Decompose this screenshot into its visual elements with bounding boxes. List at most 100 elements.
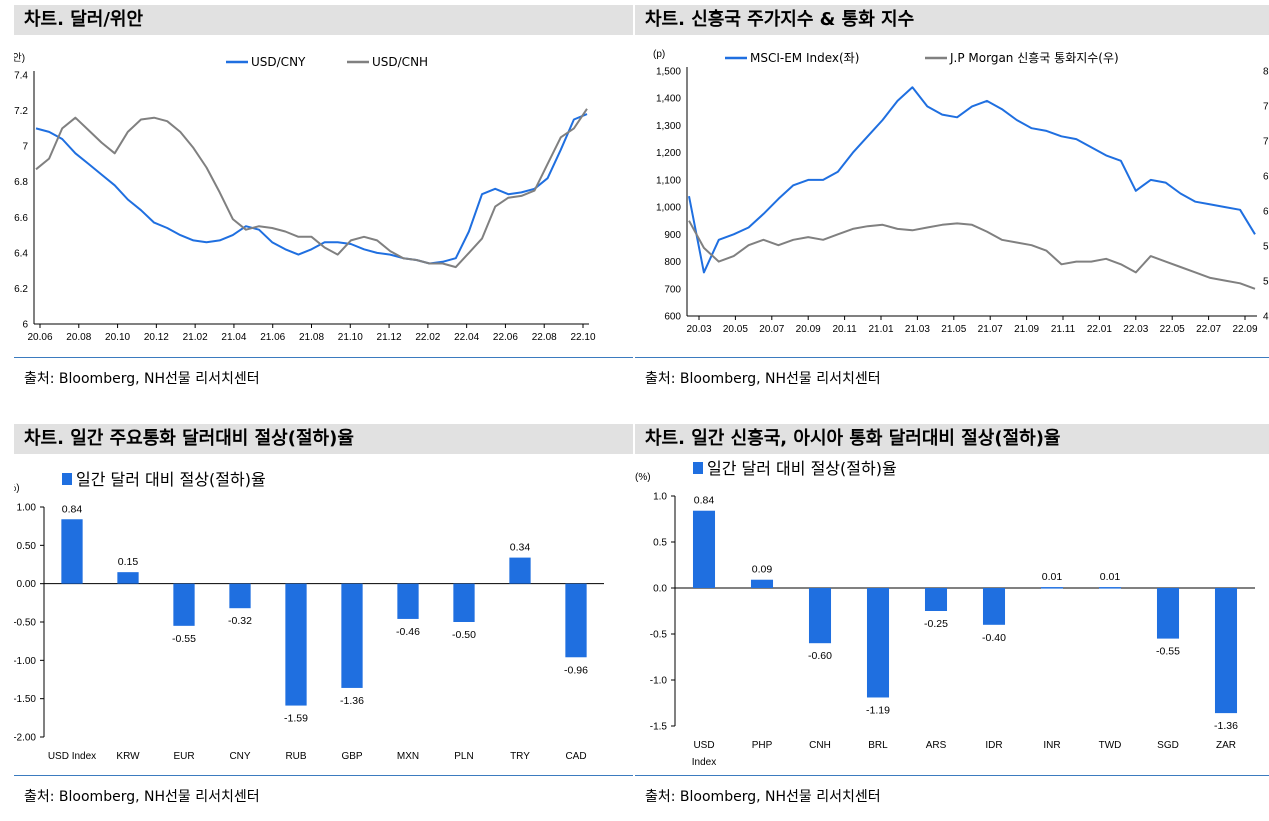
bar-9: [565, 583, 587, 658]
y-axis-unit: (p): [653, 49, 665, 60]
y-tick-label: 6.2: [14, 284, 28, 295]
y-tick-label: -1.00: [14, 656, 36, 667]
panel-em-fx: 차트. 일간 신흥국, 아시아 통화 달러대비 절상(절하)율 (%) 일간 달러…: [635, 424, 1269, 814]
category-label: PHP: [752, 740, 773, 751]
x-tick-label: 21.05: [941, 324, 966, 335]
y-tick-label: -0.5: [650, 630, 668, 641]
data-label: -0.32: [228, 615, 252, 627]
x-tick-label: 20.03: [686, 324, 711, 335]
y-tick-label: 0.00: [17, 579, 37, 590]
y-tick-label: 600: [664, 312, 681, 323]
x-tick-label: 20.06: [27, 332, 52, 343]
data-label: -0.25: [924, 618, 948, 630]
x-tick-label: 20.09: [796, 324, 821, 335]
divider: [635, 775, 1269, 776]
data-label: -1.59: [284, 713, 308, 725]
x-tick-label: 22.08: [532, 332, 557, 343]
y-tick-label: 6.8: [14, 177, 28, 188]
category-label: ZAR: [1216, 740, 1236, 751]
bar-3: [229, 583, 251, 609]
data-label: -1.19: [866, 704, 890, 716]
x-tick-label: 22.07: [1196, 324, 1221, 335]
legend-label: MSCI-EM Index(좌): [750, 51, 859, 65]
category-label: CAD: [565, 751, 586, 762]
bar-7: [1098, 587, 1122, 589]
bar-7: [453, 583, 475, 622]
source-note: 출처: Bloomberg, NH선물 리서치센터: [24, 789, 260, 805]
usd-cny-line-chart: (위안) 6 6.2 6.4 6.6 6.8 7 7.2 7.4 20.06 20.08 20.10 2…: [14, 51, 596, 343]
category-label: GBP: [341, 751, 362, 762]
data-label: -0.96: [564, 664, 588, 676]
x-tick-label: 21.03: [905, 324, 930, 335]
bar-6: [1040, 587, 1064, 589]
source-note: 출처: Bloomberg, NH선물 리서치센터: [645, 789, 881, 805]
series-line-0: [35, 113, 588, 265]
data-label: 0.09: [752, 564, 773, 576]
y-tick-label: 6.4: [14, 248, 28, 259]
y-tick-label: 7: [22, 142, 28, 153]
category-label: EUR: [173, 751, 194, 762]
y-tick-label: -1.50: [14, 694, 36, 705]
x-tick-label: 22.01: [1087, 324, 1112, 335]
y-tick-label: -2.00: [14, 733, 36, 744]
y2-tick-label: 5: [1263, 242, 1269, 253]
bar-0: [61, 519, 83, 584]
series-line-0: [688, 86, 1256, 274]
category-label: RUB: [285, 751, 306, 762]
y-axis-unit: (위안): [14, 51, 25, 64]
x-tick-label: 20.08: [66, 332, 91, 343]
bar-5: [982, 588, 1006, 625]
panel-usd-cny: 차트. 달러/위안 (위안) 6 6.2 6.4 6.6 6.8 7 7.2 7.4 20.06 2…: [14, 5, 633, 395]
x-tick-label: 22.10: [570, 332, 595, 343]
source-note: 출처: Bloomberg, NH선물 리서치센터: [24, 371, 260, 387]
series-line-1: [35, 108, 588, 269]
category-label: BRL: [868, 740, 888, 751]
y-tick-label: 700: [664, 284, 681, 295]
data-label: -0.40: [982, 632, 1006, 644]
data-label: -0.60: [808, 650, 832, 662]
y-tick-label: 1.00: [17, 503, 37, 514]
y-tick-label: 7.2: [14, 106, 28, 117]
x-tick-label: 21.07: [978, 324, 1003, 335]
y-tick-label: -1.0: [650, 676, 668, 687]
bar-0: [692, 510, 716, 588]
x-tick-label: 22.03: [1123, 324, 1148, 335]
y-tick-label: 800: [664, 257, 681, 268]
category-label: CNH: [809, 740, 831, 751]
category-label: TRY: [510, 751, 530, 762]
panel-major-fx: 차트. 일간 주요통화 달러대비 절상(절하)율 (%) 일간 달러 대비 절상(…: [14, 424, 633, 814]
category-label: TWD: [1099, 740, 1122, 751]
bar-8: [1156, 588, 1180, 639]
data-label: 0.84: [62, 503, 83, 515]
x-tick-label: 20.12: [144, 332, 169, 343]
x-tick-label: 21.12: [377, 332, 402, 343]
source-note: 출처: Bloomberg, NH선물 리서치센터: [645, 371, 881, 387]
data-label: 0.01: [1100, 571, 1121, 583]
panel-title: 차트. 신흥국 주가지수 & 통화 지수: [635, 5, 1269, 35]
legend-swatch: [62, 473, 72, 485]
x-tick-label: 22.04: [454, 332, 479, 343]
y2-tick-label: 6: [1263, 207, 1269, 218]
bar-1: [750, 579, 774, 588]
y-tick-label: -0.50: [14, 618, 36, 629]
bar-1: [117, 572, 139, 584]
x-tick-label: 21.02: [183, 332, 208, 343]
category-label: IDR: [985, 740, 1002, 751]
series-line-1: [688, 220, 1256, 290]
x-tick-label: 22.06: [493, 332, 518, 343]
x-tick-label: 21.06: [260, 332, 285, 343]
em-index-chart: (p) 600 700 800 900 1,000 1,100 1,200 1,300 1,400…: [635, 35, 1269, 361]
bar-2: [808, 588, 832, 644]
y-tick-label: 1.0: [653, 492, 667, 503]
y-tick-label: 6.6: [14, 213, 28, 224]
divider: [14, 357, 633, 358]
bar-9: [1214, 588, 1238, 714]
panel-title: 차트. 일간 주요통화 달러대비 절상(절하)율: [14, 424, 633, 454]
bar-5: [341, 583, 363, 688]
category-label: ARS: [926, 740, 947, 751]
x-tick-label: 20.11: [832, 324, 857, 335]
category-label: MXN: [397, 751, 419, 762]
divider: [635, 357, 1269, 358]
category-label: KRW: [116, 751, 140, 762]
bar-4: [285, 583, 307, 706]
